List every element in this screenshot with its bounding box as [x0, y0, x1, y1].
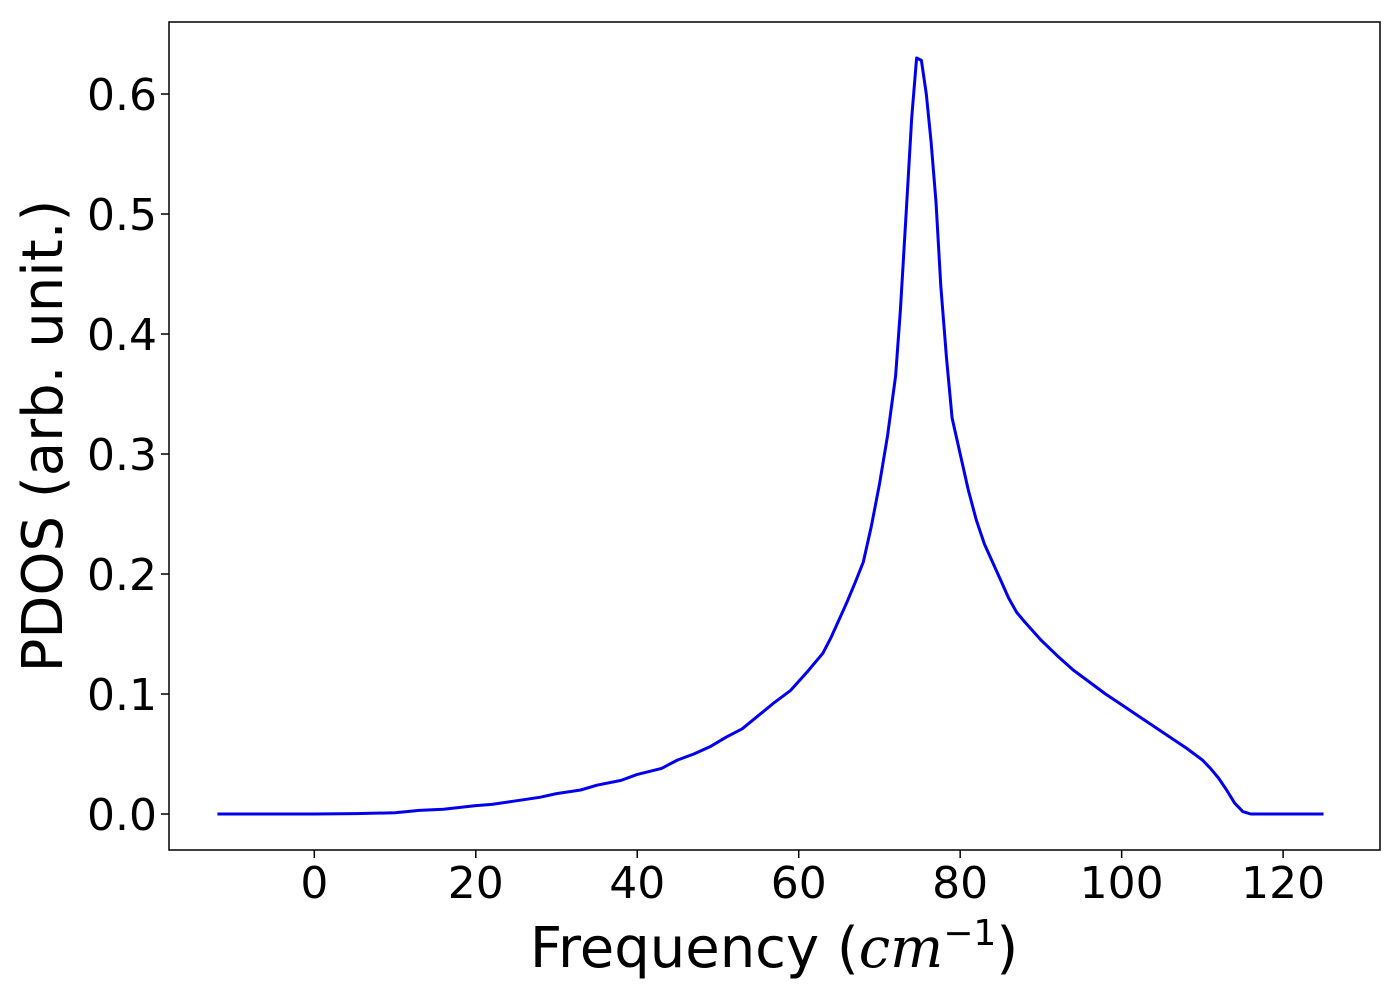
y-axis-label: PDOS (arb. unit.)	[11, 200, 76, 673]
plot-area	[217, 56, 1324, 816]
x-tick-label: 80	[932, 858, 988, 909]
y-tick-label: 0.6	[87, 70, 157, 121]
x-tick-label: 120	[1241, 858, 1325, 909]
y-tick-label: 0.3	[87, 430, 157, 481]
y-tick-label: 0.4	[87, 310, 157, 361]
x-axis-label-suffix: )	[996, 916, 1018, 981]
y-tick-label: 0.0	[87, 790, 157, 841]
y-tick-label: 0.2	[87, 550, 157, 601]
x-axis-label-prefix: Frequency (	[530, 916, 859, 981]
x-axis-label: Frequency (cm−1)	[530, 913, 1018, 981]
plot-frame	[168, 21, 1381, 851]
x-axis-label-exponent: −1	[943, 913, 996, 954]
x-tick-label: 0	[300, 858, 328, 909]
x-axis-label-unit: cm	[859, 916, 943, 981]
x-tick-label: 20	[448, 858, 504, 909]
x-tick-label: 60	[771, 858, 827, 909]
y-axis-ticks: 0.0 0.1 0.2 0.3 0.4 0.5 0.6	[87, 70, 169, 841]
x-tick-label: 40	[609, 858, 665, 909]
x-axis-ticks: 0 20 40 60 80 100 120	[300, 850, 1325, 909]
y-tick-label: 0.1	[87, 670, 157, 721]
pdos-series-line	[217, 56, 1324, 816]
y-tick-label: 0.5	[87, 190, 157, 241]
x-tick-label: 100	[1080, 858, 1164, 909]
